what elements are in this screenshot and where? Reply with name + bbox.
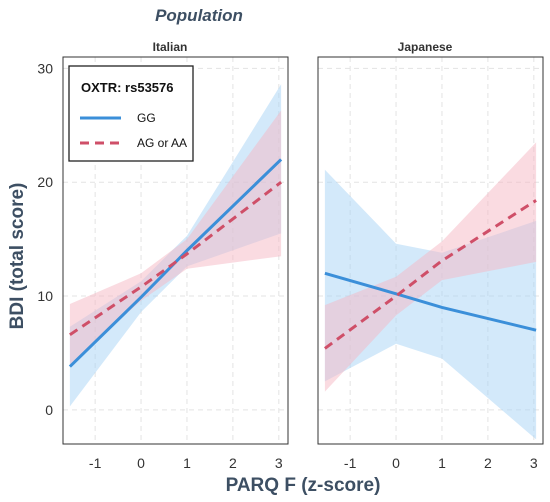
y-tick-labels: 0 10 20 30 bbox=[37, 60, 53, 417]
y-tick-label: 0 bbox=[45, 402, 53, 418]
series-line-ag-or-aa bbox=[324, 199, 537, 350]
confidence-band-gg bbox=[69, 84, 282, 407]
x-tick-label: 1 bbox=[438, 455, 446, 471]
x-tick-label: -1 bbox=[344, 455, 357, 471]
x-axis-title: PARQ F (z-score) bbox=[226, 475, 381, 496]
x-tick-label: 1 bbox=[183, 455, 191, 471]
x-tick-label: 0 bbox=[392, 455, 400, 471]
x-tick-labels: -1 0 1 2 3 -1 0 1 2 3 bbox=[89, 455, 538, 471]
panel-border bbox=[62, 56, 289, 445]
strip-label-italian: Italian bbox=[153, 40, 188, 54]
y-tick-label: 20 bbox=[37, 174, 53, 190]
chart-title: Population bbox=[155, 6, 243, 25]
legend-label-gg: GG bbox=[137, 111, 156, 125]
series-line-ag-or-aa bbox=[69, 181, 283, 336]
y-axis-title: BDI (total score) bbox=[7, 183, 28, 330]
legend-title: OXTR: rs53576 bbox=[81, 80, 174, 95]
legend-label-ag-aa: AG or AA bbox=[137, 136, 187, 150]
legend: OXTR: rs53576 GG AG or AA bbox=[68, 65, 194, 162]
confidence-band-ag-or-aa bbox=[324, 142, 537, 392]
x-tick-label: 2 bbox=[229, 455, 237, 471]
y-tick-label: 30 bbox=[37, 60, 53, 76]
panel-border bbox=[317, 56, 544, 445]
series-line-gg bbox=[324, 271, 537, 332]
series-line-gg bbox=[68, 158, 283, 368]
strip-label-japanese: Japanese bbox=[398, 40, 453, 54]
x-tick-label: 3 bbox=[530, 455, 538, 471]
x-tick-label: 3 bbox=[275, 455, 283, 471]
panel-japanese bbox=[317, 56, 544, 445]
x-tick-label: 0 bbox=[137, 455, 145, 471]
x-tick-label: 2 bbox=[484, 455, 492, 471]
x-tick-label: -1 bbox=[89, 455, 102, 471]
legend-box bbox=[68, 65, 194, 162]
y-tick-label: 10 bbox=[37, 288, 53, 304]
